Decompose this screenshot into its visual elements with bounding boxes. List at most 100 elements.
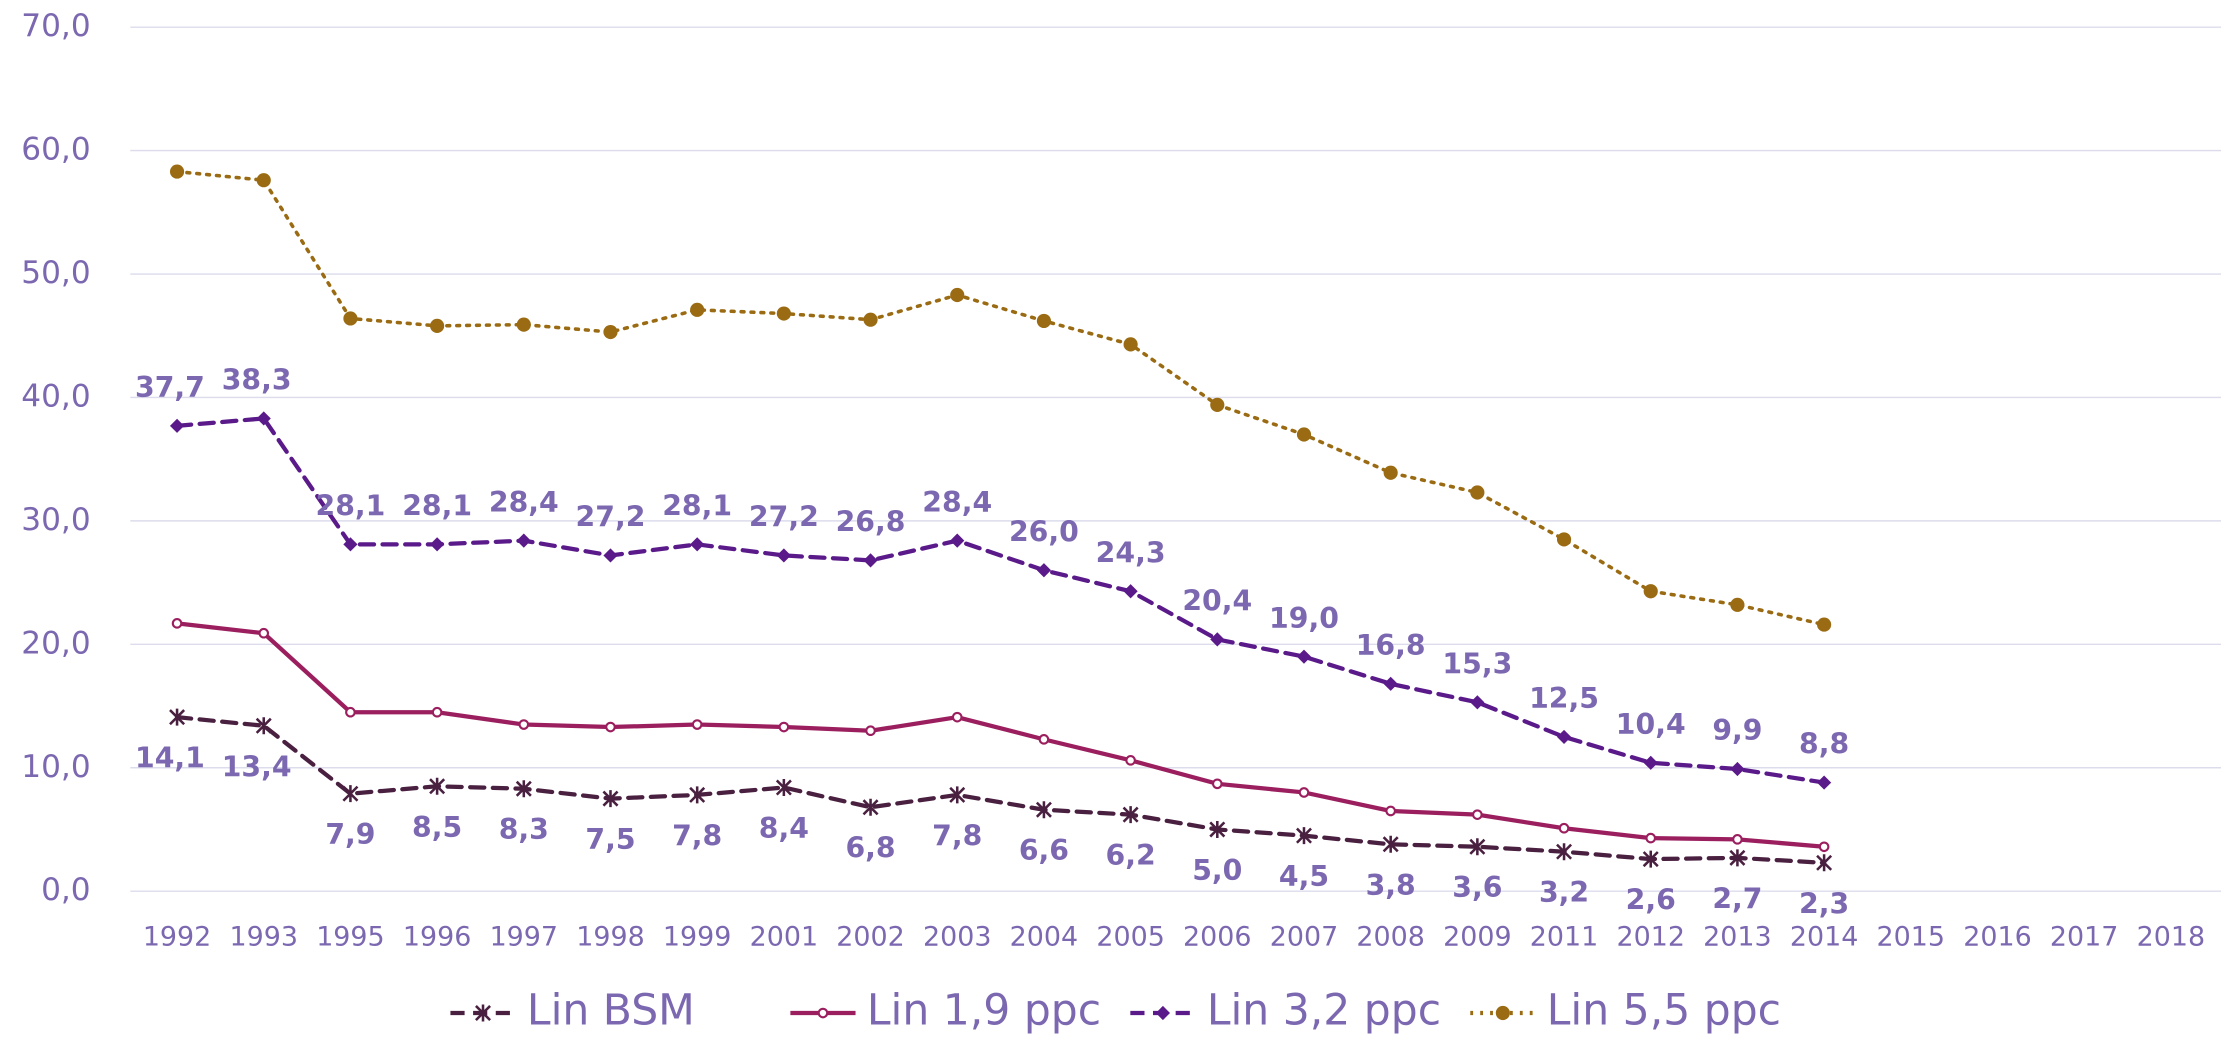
marker <box>430 537 445 552</box>
marker <box>691 719 703 730</box>
data-label: 26,0 <box>1009 515 1079 548</box>
marker <box>256 411 271 426</box>
x-tick-label: 2002 <box>836 921 904 952</box>
marker <box>1382 835 1399 853</box>
x-tick-label: 2004 <box>1010 921 1078 952</box>
data-label: 28,1 <box>662 490 732 523</box>
marker <box>1296 649 1312 664</box>
marker <box>863 553 878 568</box>
marker <box>1642 850 1659 868</box>
marker <box>1495 1005 1510 1021</box>
marker <box>1210 632 1225 647</box>
marker <box>862 798 879 816</box>
marker <box>778 721 790 733</box>
x-tick-label: 2009 <box>1443 921 1511 952</box>
x-tick-label: 1997 <box>490 921 558 952</box>
marker <box>1469 838 1486 856</box>
marker <box>865 725 876 737</box>
marker <box>256 173 271 188</box>
data-label: 7,9 <box>325 818 375 851</box>
x-tick-label: 1995 <box>316 921 384 952</box>
data-label: 9,9 <box>1712 714 1762 747</box>
x-tick-label: 2006 <box>1183 921 1251 952</box>
marker <box>343 311 358 326</box>
x-tick-label: 2013 <box>1703 921 1771 952</box>
x-tick-label: 1996 <box>403 921 471 952</box>
data-label: 3,6 <box>1452 871 1502 904</box>
x-tick-label: 2018 <box>2137 921 2205 952</box>
data-label: 7,8 <box>932 819 982 852</box>
data-label: 14,1 <box>135 742 205 775</box>
data-label: 24,3 <box>1096 536 1166 569</box>
y-tick-label: 40,0 <box>21 378 90 414</box>
data-label: 16,8 <box>1356 629 1426 662</box>
legend-label: Lin 5,5 ppc <box>1547 987 1781 1036</box>
series-line <box>174 715 1827 865</box>
marker <box>430 318 445 333</box>
marker <box>863 312 878 327</box>
marker <box>1730 761 1745 777</box>
data-label: 2,7 <box>1712 882 1762 915</box>
marker <box>169 164 185 179</box>
data-label: 6,8 <box>845 832 895 865</box>
data-label: 3,2 <box>1539 876 1589 909</box>
marker <box>1472 809 1483 820</box>
data-label: 7,5 <box>585 823 635 856</box>
marker <box>951 711 963 723</box>
data-label: 8,3 <box>499 813 549 846</box>
data-label: 15,3 <box>1442 648 1512 681</box>
marker <box>1038 734 1050 745</box>
data-label: 12,5 <box>1529 682 1599 715</box>
data-label: 27,2 <box>576 501 646 534</box>
x-tick-label: 2012 <box>1616 921 1684 952</box>
marker <box>1558 822 1570 834</box>
x-tick-label: 1998 <box>576 921 644 952</box>
x-tick-label: 2014 <box>1790 921 1858 952</box>
x-tick-label: 2015 <box>1877 921 1945 952</box>
x-tick-label: 2011 <box>1530 921 1598 952</box>
series-line <box>174 621 1827 849</box>
marker <box>817 1007 829 1019</box>
marker <box>1209 820 1226 838</box>
marker <box>475 1004 491 1022</box>
marker <box>1383 676 1398 691</box>
data-label: 6,2 <box>1106 839 1156 872</box>
marker <box>1036 313 1052 329</box>
marker <box>1211 778 1223 790</box>
data-label: 37,7 <box>135 371 205 404</box>
marker <box>516 533 531 548</box>
data-label: 2,6 <box>1626 884 1676 917</box>
legend-label: Lin BSM <box>527 987 695 1036</box>
data-label: 13,4 <box>222 750 292 783</box>
marker <box>602 790 619 808</box>
data-label: 5,0 <box>1192 854 1242 887</box>
series-line <box>175 169 1826 627</box>
legend-label: Lin 1,9 ppc <box>867 987 1101 1036</box>
marker <box>689 786 706 804</box>
marker <box>1298 787 1310 798</box>
marker <box>776 548 791 563</box>
data-label: 27,2 <box>749 501 819 534</box>
data-label: 3,8 <box>1366 869 1416 902</box>
y-tick-label: 30,0 <box>21 502 90 538</box>
marker <box>1035 801 1052 819</box>
marker <box>1123 584 1138 599</box>
data-label: 4,5 <box>1279 860 1329 893</box>
y-tick-label: 20,0 <box>21 625 90 661</box>
marker <box>603 548 618 563</box>
x-tick-label: 1992 <box>143 921 211 952</box>
x-tick-label: 2003 <box>923 921 991 952</box>
data-label: 8,8 <box>1799 728 1849 761</box>
marker <box>775 779 792 797</box>
x-tick-label: 1993 <box>230 921 298 952</box>
marker <box>342 785 359 803</box>
x-tick-label: 2008 <box>1356 921 1424 952</box>
marker <box>1210 397 1225 412</box>
data-label: 28,1 <box>402 490 472 523</box>
marker <box>1732 834 1743 845</box>
marker <box>1556 843 1573 861</box>
marker <box>1730 597 1745 612</box>
data-label: 28,4 <box>922 486 992 519</box>
data-label: 2,3 <box>1799 887 1849 920</box>
